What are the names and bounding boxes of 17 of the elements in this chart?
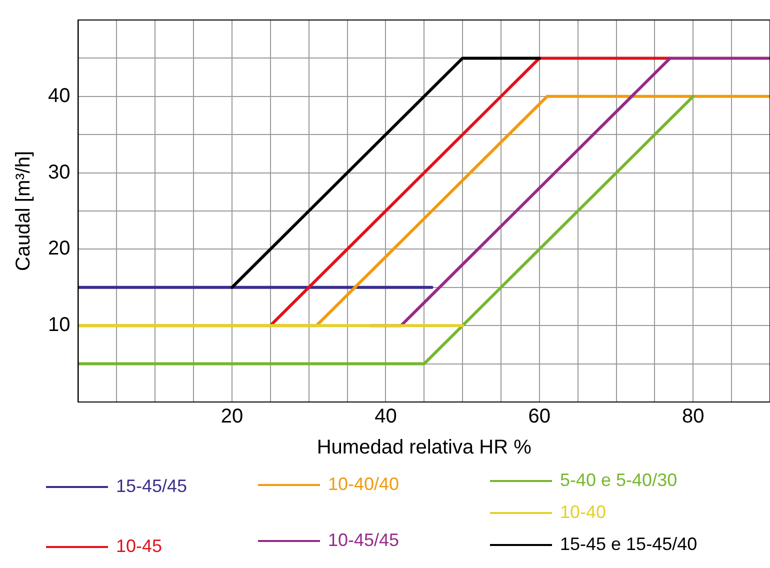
y-axis-title: Caudal [m³/h] xyxy=(12,150,35,272)
x-tick-label: 40 xyxy=(374,406,397,428)
legend-label: 10-45 xyxy=(116,536,162,557)
y-tick-label: 10 xyxy=(48,314,70,336)
x-tick-label: 80 xyxy=(682,406,704,428)
x-tick-label: 60 xyxy=(528,406,551,428)
y-tick-label: 30 xyxy=(48,161,70,184)
y-tick-label: 40 xyxy=(48,84,70,107)
legend-label: 10-40 xyxy=(560,502,606,523)
legend-label: 15-45/45 xyxy=(116,476,188,497)
y-tick-label: 20 xyxy=(48,238,70,260)
x-tick-label: 20 xyxy=(220,406,244,428)
x-axis-title: Humedad relativa HR % xyxy=(316,436,532,459)
legend-label: 10-45/45 xyxy=(328,530,400,551)
legend-label: 10-40/40 xyxy=(328,474,400,495)
legend-label: 15-45 e 15-45/40 xyxy=(560,534,698,555)
legend-label: 5-40 e 5-40/30 xyxy=(560,470,678,491)
